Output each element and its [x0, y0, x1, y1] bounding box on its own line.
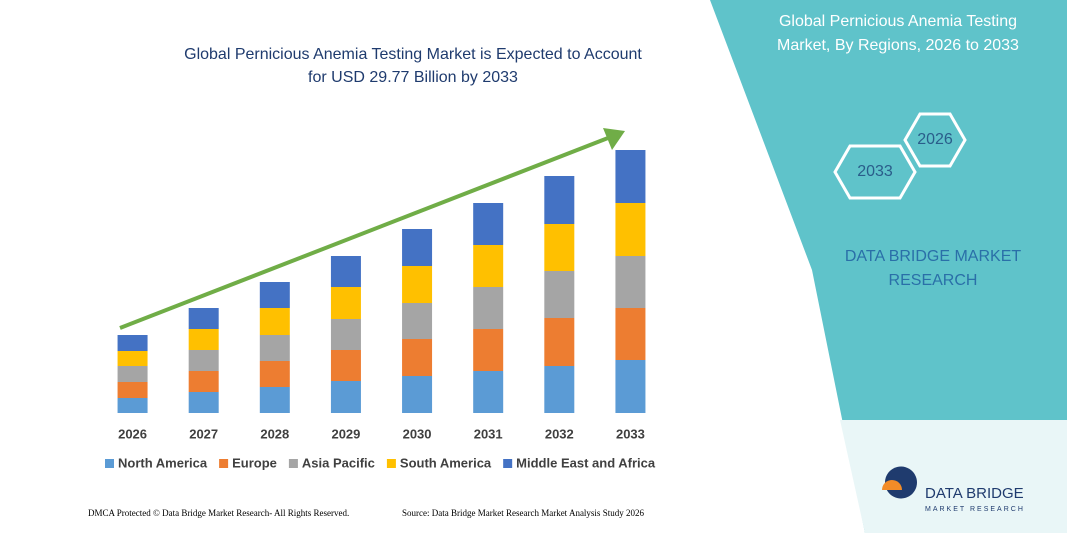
logo-tagline: MARKET RESEARCH	[925, 506, 1025, 513]
x-tick-label: 2029	[331, 426, 360, 441]
logo-area	[840, 420, 1067, 533]
logo-icon	[882, 480, 902, 490]
logo-name: DATA BRIDGE	[925, 485, 1024, 502]
bar-segment	[473, 203, 504, 245]
chart-title: Global Pernicious Anemia Testing Market …	[184, 46, 642, 63]
bar-segment	[544, 271, 575, 318]
hexagon-label: 2033	[857, 163, 893, 180]
bar-segment	[402, 303, 433, 339]
bar-segment	[402, 266, 433, 303]
panel-title: Global Pernicious Anemia Testing	[779, 13, 1017, 30]
bar-segment	[259, 308, 290, 335]
bar-segment	[259, 335, 290, 361]
bar-segment	[330, 256, 361, 287]
bar-segment	[615, 256, 646, 308]
footer-left: DMCA Protected © Data Bridge Market Rese…	[88, 508, 349, 518]
x-tick-label: 2026	[118, 426, 147, 441]
bar-segment	[615, 360, 646, 413]
plot: 2026 2027 2028 2029 2030 2031 2032 2033 North Am…	[105, 150, 656, 470]
bar-segment	[188, 392, 219, 413]
bar-segment	[473, 287, 504, 329]
panel-title: Market, By Regions, 2026 to 2033	[777, 37, 1019, 54]
bar-segment	[188, 308, 219, 329]
logo-icon	[885, 466, 917, 499]
hexagon-label: 2026	[917, 131, 953, 148]
bar-segment	[117, 382, 148, 398]
legend-swatch	[105, 459, 114, 468]
bar-segment	[473, 329, 504, 371]
bar-segment	[330, 381, 361, 413]
bar-segment	[117, 335, 148, 351]
bar-segment	[615, 150, 646, 203]
legend-swatch	[386, 459, 396, 468]
bar-segment	[402, 339, 433, 376]
bar-segment	[544, 366, 575, 413]
bar-segment	[188, 329, 219, 350]
trend-arrow	[119, 136, 609, 330]
x-tick-label: 2031	[474, 426, 503, 441]
bar-segment	[615, 308, 646, 360]
x-tick-label: 2027	[189, 426, 218, 441]
brand-text: DATA BRIDGE MARKET	[845, 248, 1022, 265]
hexagon	[833, 144, 917, 200]
bar-segment	[544, 224, 575, 271]
legend-swatch	[503, 459, 513, 468]
bar-segment	[473, 371, 504, 413]
arrow-head	[603, 128, 625, 150]
chart-title: for USD 29.77 Billion by 2033	[308, 69, 518, 86]
bar-segment	[259, 387, 290, 413]
legend-label: Europe	[232, 455, 277, 470]
bar-segment	[117, 366, 148, 382]
x-tick-label: 2028	[260, 426, 289, 441]
legend-swatch	[219, 459, 229, 468]
bar-segment	[330, 287, 361, 319]
x-tick-label: 2033	[616, 426, 645, 441]
bar-segment	[473, 245, 504, 287]
footer-right: Source: Data Bridge Market Research Mark…	[402, 508, 644, 518]
bar-segment	[188, 350, 219, 371]
bar-segment	[259, 282, 290, 308]
x-tick-label: 2030	[403, 426, 432, 441]
legend-label: South America	[400, 455, 492, 470]
legend-swatch	[288, 459, 298, 468]
brand-text: RESEARCH	[889, 272, 978, 289]
legend-label: Asia Pacific	[302, 455, 375, 470]
bar-segment	[117, 398, 148, 413]
side-panel	[710, 0, 1067, 533]
bar-segment	[330, 350, 361, 381]
bar-segment	[402, 376, 433, 413]
bar-segment	[330, 319, 361, 350]
bar-segment	[259, 361, 290, 387]
bar-segment	[544, 176, 575, 224]
bar-segment	[188, 371, 219, 392]
legend-label: Middle East and Africa	[516, 455, 656, 470]
bar-segment	[117, 351, 148, 366]
bar-segment	[402, 229, 433, 266]
hexagon	[903, 112, 967, 168]
x-tick-label: 2032	[545, 426, 574, 441]
bar-segment	[615, 203, 646, 256]
legend-label: North America	[118, 455, 208, 470]
bar-segment	[544, 318, 575, 366]
